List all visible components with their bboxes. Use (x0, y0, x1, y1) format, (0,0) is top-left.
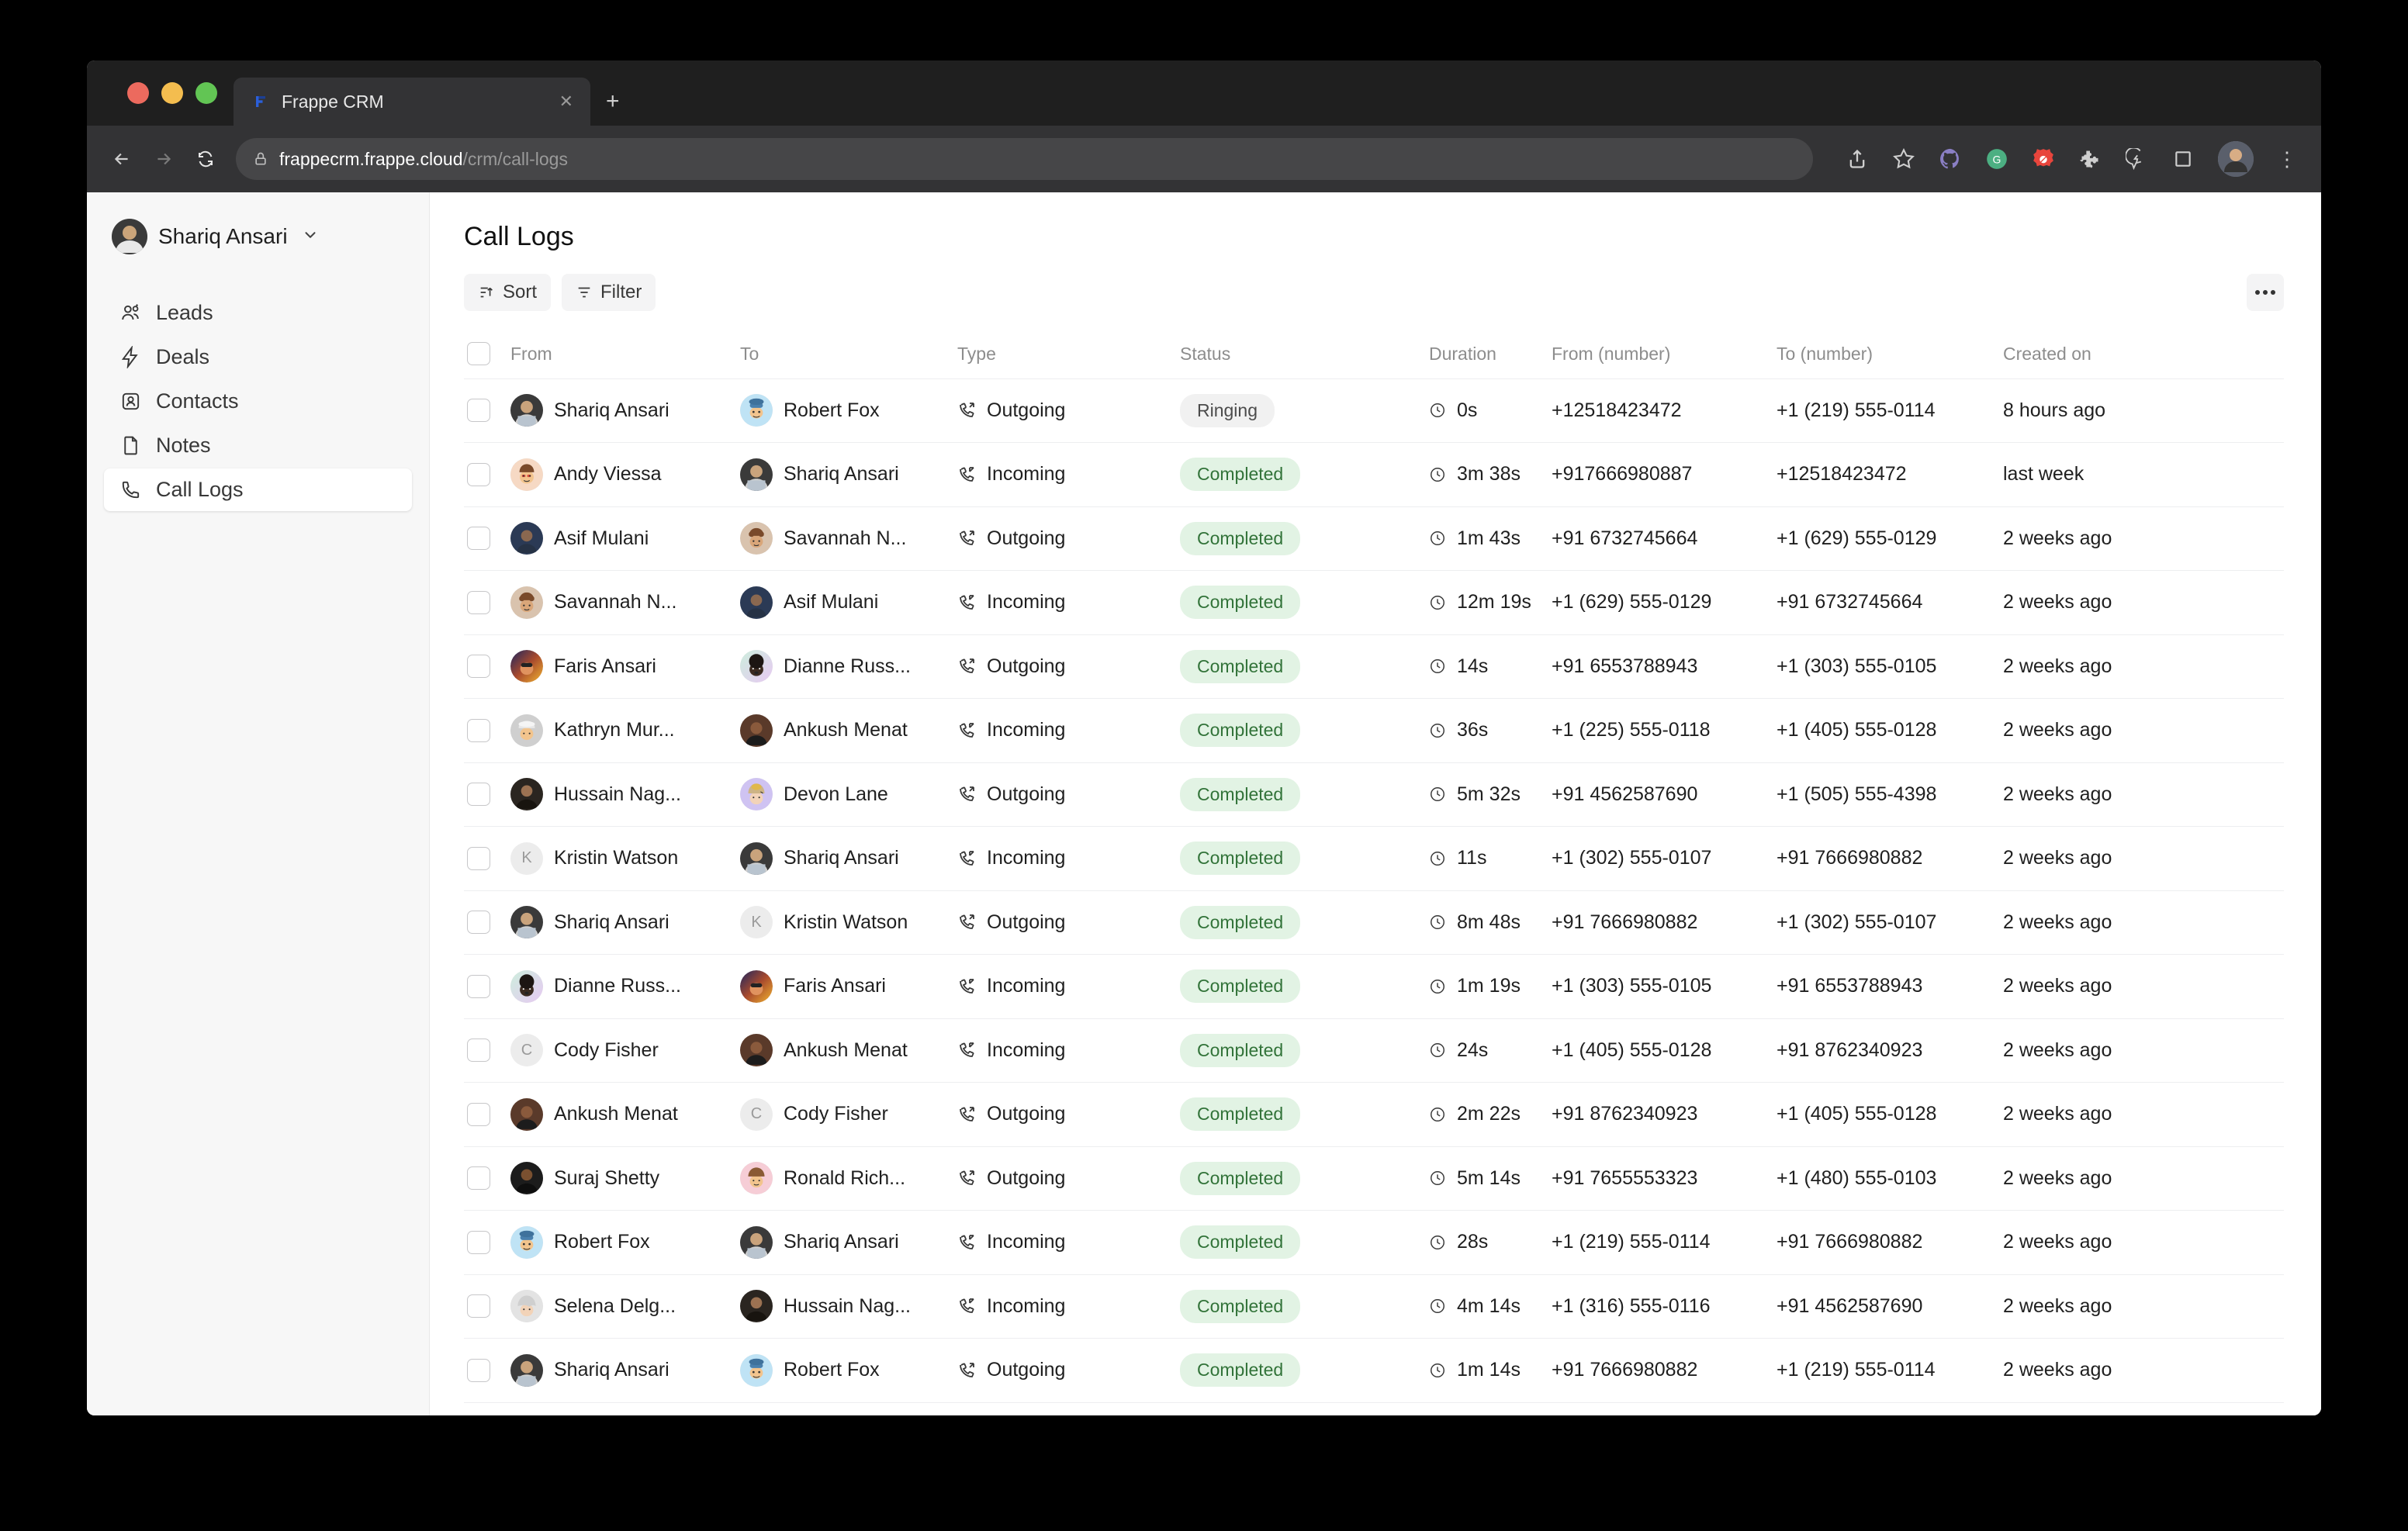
svg-text:G: G (1993, 153, 2001, 165)
